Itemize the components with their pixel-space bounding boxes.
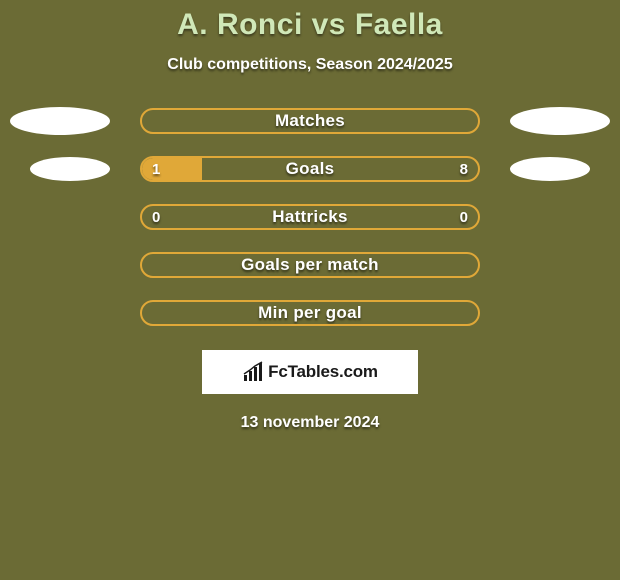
stat-bar: Goals per match <box>140 252 480 278</box>
logo-text: FcTables.com <box>268 362 378 382</box>
stat-row-goals-per-match: Goals per match <box>0 252 620 278</box>
page-title: A. Ronci vs Faella <box>0 8 620 42</box>
left-value-ellipse <box>30 157 110 181</box>
subtitle: Club competitions, Season 2024/2025 <box>0 56 620 74</box>
stat-label: Matches <box>142 111 478 131</box>
stat-bar: 1 Goals 8 <box>140 156 480 182</box>
stat-row-min-per-goal: Min per goal <box>0 300 620 326</box>
stat-rows: Matches 1 Goals 8 0 Hattricks <box>0 108 620 326</box>
footer-date: 13 november 2024 <box>0 414 620 432</box>
stat-row-matches: Matches <box>0 108 620 134</box>
stat-label: Hattricks <box>142 207 478 227</box>
stat-bar: 0 Hattricks 0 <box>140 204 480 230</box>
stat-right-value: 0 <box>460 206 468 228</box>
logo[interactable]: FcTables.com <box>202 350 418 394</box>
stat-right-value: 8 <box>460 158 468 180</box>
stat-left-value: 0 <box>152 206 160 228</box>
bar-fill-left <box>142 158 202 180</box>
right-value-ellipse <box>510 157 590 181</box>
stat-bar: Matches <box>140 108 480 134</box>
stat-row-goals: 1 Goals 8 <box>0 156 620 182</box>
stat-bar: Min per goal <box>140 300 480 326</box>
stats-card: A. Ronci vs Faella Club competitions, Se… <box>0 0 620 432</box>
chart-icon <box>242 361 264 383</box>
right-value-ellipse <box>510 107 610 135</box>
stat-label: Goals per match <box>142 255 478 275</box>
stat-row-hattricks: 0 Hattricks 0 <box>0 204 620 230</box>
left-value-ellipse <box>10 107 110 135</box>
stat-label: Min per goal <box>142 303 478 323</box>
